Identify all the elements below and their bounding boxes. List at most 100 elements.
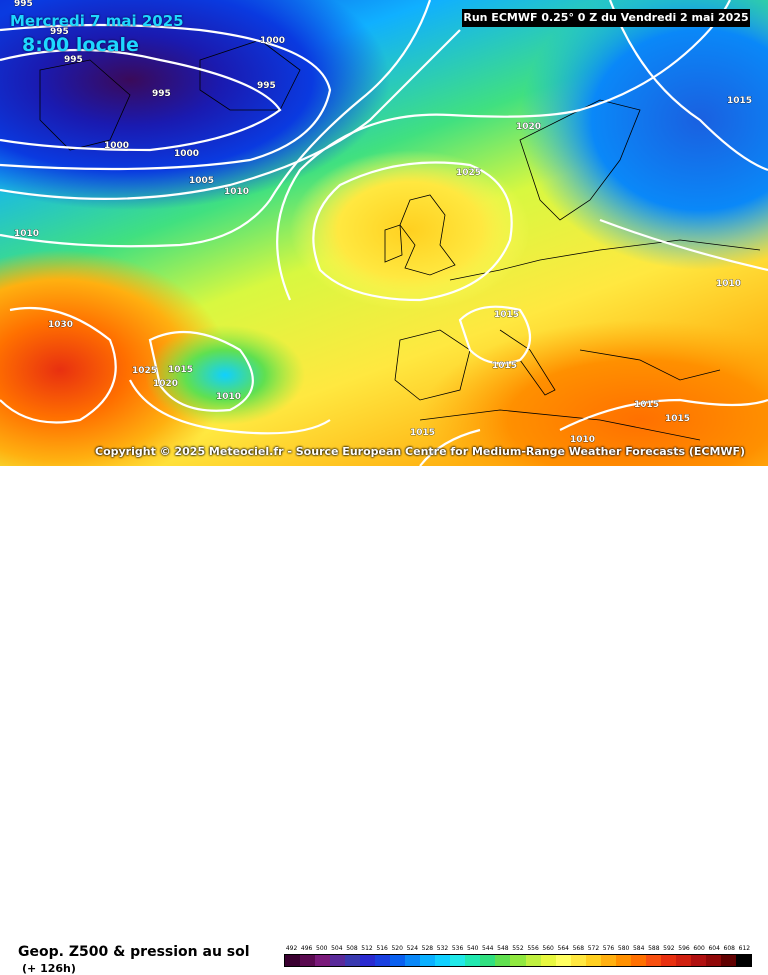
isobar-label: 1005: [189, 176, 214, 186]
scale-value-label: 520: [391, 945, 403, 952]
color-scale: 492 496 500 504 508 512 516 520 524 528 532 536 540 5…: [284, 944, 752, 967]
scale-value-label: 608: [723, 945, 735, 952]
isobar-1010-a: [0, 0, 432, 248]
scale-color-swatch: [660, 955, 676, 966]
scale-value-label: 612: [738, 945, 751, 952]
scale-value-label: 500: [316, 945, 328, 952]
isobar-label: 1010: [224, 187, 249, 197]
isobar-label: 1015: [727, 96, 752, 106]
scale-color-swatch: [525, 955, 541, 966]
legend-bar: Geop. Z500 & pression au sol (+ 126h) 49…: [0, 466, 768, 975]
isobar-label: 995: [152, 89, 171, 99]
scale-color-swatch: [405, 955, 421, 966]
model-run-info: Run ECMWF 0.25° 0 Z du Vendredi 2 mai 20…: [462, 9, 750, 27]
isobar-1015-alps: [458, 305, 532, 365]
isobar-label: 1010: [716, 279, 741, 289]
scale-color-swatch: [480, 955, 496, 966]
scale-value-label: 512: [361, 945, 373, 952]
scale-value-label: 528: [421, 945, 434, 952]
scale-value-label: 532: [436, 945, 449, 952]
isobar-1010-east: [599, 218, 768, 272]
color-scale-labels: 492 496 500 504 508 512 516 520 524 528 532 536 540 5…: [284, 944, 752, 954]
scale-value-label: 600: [693, 945, 705, 952]
scale-color-swatch: [675, 955, 691, 966]
continent-north-coast: [449, 239, 761, 281]
scale-color-swatch: [570, 955, 586, 966]
scale-color-swatch: [420, 955, 436, 966]
isobar-label: 1015: [410, 428, 435, 438]
scale-color-swatch: [345, 955, 361, 966]
scale-value-label: 576: [602, 945, 615, 952]
map-title: Geop. Z500 & pression au sol: [18, 944, 250, 960]
ridge-area-uk: [290, 150, 530, 310]
cutoff-low-area: [145, 325, 305, 425]
scale-color-swatch: [720, 955, 736, 966]
scale-color-swatch: [300, 955, 316, 966]
scale-value-label: 604: [708, 945, 720, 952]
forecast-date: Mercredi 7 mai 2025: [10, 12, 184, 30]
isobar-label: 1015: [492, 361, 517, 371]
isobar-1005: [0, 29, 461, 200]
isobar-label: 1010: [216, 392, 241, 402]
scale-color-swatch: [585, 955, 601, 966]
scale-value-label: 540: [466, 945, 479, 952]
isobar-label: 1000: [104, 141, 129, 151]
isobar-label: 1015: [494, 310, 519, 320]
isobar-995-b: [0, 48, 282, 152]
isobar-label: 1015: [634, 400, 659, 410]
isobar-label: 1015: [168, 365, 193, 375]
isobar-1020: [276, 0, 731, 301]
isobar-label: 1025: [132, 366, 157, 376]
scale-value-label: 588: [648, 945, 660, 952]
scale-color-swatch: [555, 955, 571, 966]
scandinavia-coast: [519, 99, 641, 221]
scale-color-swatch: [645, 955, 661, 966]
scale-color-swatch: [375, 955, 391, 966]
isobar-1015-south: [419, 428, 481, 466]
scale-color-swatch: [495, 955, 511, 966]
isobars: [0, 0, 768, 466]
scale-value-label: 544: [482, 945, 494, 952]
scale-value-label: 552: [512, 945, 524, 952]
isobar-label: 1000: [174, 149, 199, 159]
scale-value-label: 508: [346, 945, 358, 952]
scale-color-swatch: [285, 955, 301, 966]
isobar-1030: [0, 306, 117, 424]
isobar-1015-se: [559, 398, 768, 431]
isobar-1025: [312, 161, 513, 302]
scale-value-label: 516: [376, 945, 388, 952]
scale-color-swatch: [615, 955, 631, 966]
isobar-1020-south: [129, 379, 331, 435]
scale-value-label: 564: [557, 945, 569, 952]
scale-color-swatch: [540, 955, 556, 966]
north-africa-coast: [419, 409, 701, 441]
isobar-label: 995: [50, 27, 69, 37]
scale-value-label: 496: [300, 945, 313, 952]
scale-color-swatch: [465, 955, 481, 966]
scale-color-swatch: [330, 955, 346, 966]
scale-value-label: 504: [331, 945, 343, 952]
isobar-995-a: [0, 23, 332, 171]
isobar-label: 1030: [48, 320, 73, 330]
scale-color-swatch: [630, 955, 646, 966]
isobar-1015-ne: [608, 0, 768, 172]
scale-value-label: 568: [572, 945, 585, 952]
scale-color-swatch: [315, 955, 331, 966]
isobar-label: 1020: [153, 379, 178, 389]
isobar-labels: 995 995 1000 995 995 995 1000 1000 1005 …: [14, 0, 753, 445]
scale-color-swatch: [450, 955, 466, 966]
scale-color-swatch: [390, 955, 406, 966]
italy-coast: [499, 329, 556, 396]
scale-value-label: 536: [451, 945, 464, 952]
scale-color-swatch: [600, 955, 616, 966]
isobar-label: 1020: [516, 122, 541, 132]
balkans-coast: [579, 349, 721, 381]
scale-color-swatch: [690, 955, 706, 966]
copyright-notice: Copyright © 2025 Meteociel.fr - Source E…: [95, 445, 746, 458]
scale-value-label: 492: [285, 945, 298, 952]
scale-value-label: 596: [678, 945, 690, 952]
scale-value-label: 592: [663, 945, 675, 952]
greenland-coast: [39, 59, 131, 151]
iberia-coast: [394, 329, 471, 401]
